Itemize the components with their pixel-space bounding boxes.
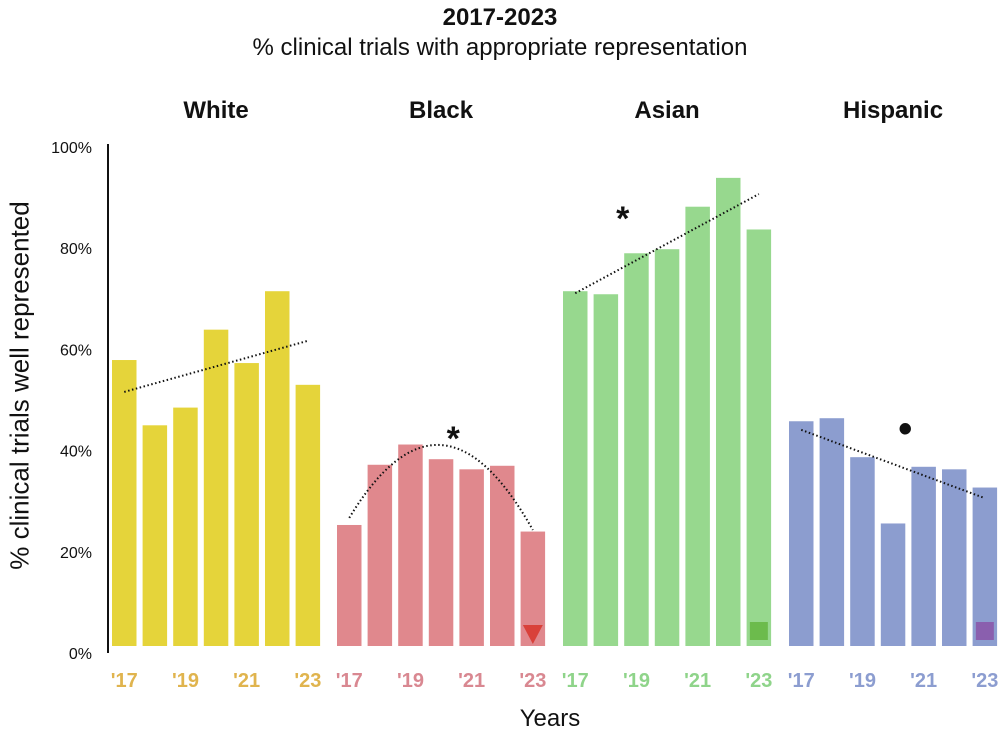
y-tick-label: 20% [60,545,92,562]
y-tick-label: 0% [69,646,92,663]
bar-hispanic-2022 [942,469,967,646]
group-label-asian: Asian [634,97,699,124]
x-tick-label: '23 [519,670,546,692]
bar-white-2022 [265,291,290,646]
x-tick-label: '21 [910,670,937,692]
x-tick-label: '23 [294,670,321,692]
significance-marker: * [447,420,461,458]
x-tick-label: '17 [111,670,138,692]
bar-asian-2017 [563,291,588,646]
bar-hispanic-2019 [850,457,875,646]
square-icon [975,622,994,640]
x-tick-label: '21 [458,670,485,692]
bar-asian-2022 [716,177,741,646]
x-tick-label: '21 [233,670,260,692]
bar-black-2017 [337,524,362,646]
x-tick-label: '19 [172,670,199,692]
bar-hispanic-2023 [972,487,998,646]
bar-white-2018 [142,425,168,646]
x-tick-label: '23 [745,670,772,692]
x-tick-label: '19 [623,670,650,692]
group-label-black: Black [409,97,474,124]
group-label-white: White [183,97,248,124]
square-icon [749,622,768,640]
significance-marker: • [898,407,912,451]
bar-white-2017 [112,360,137,646]
chart-title: 2017-2023 [442,4,558,31]
y-tick-label: 100% [51,140,92,157]
bar-hispanic-2021 [911,466,936,646]
y-tick-label: 40% [60,444,92,461]
bar-black-2021 [459,469,484,646]
bar-asian-2019 [624,253,649,646]
x-tick-label: '17 [788,670,815,692]
chart-subtitle: % clinical trials with appropriate repre… [252,34,748,61]
x-tick-label: '19 [397,670,424,692]
bar-hispanic-2017 [789,421,814,646]
x-tick-label: '21 [684,670,711,692]
significance-marker: * [616,200,630,238]
bar-hispanic-2018 [819,418,845,646]
trend-line-asian [574,193,760,295]
bar-black-2019 [398,444,423,646]
bar-black-2020 [428,459,454,646]
bar-white-2019 [173,407,198,646]
x-tick-label: '17 [336,670,363,692]
bar-black-2018 [367,464,393,646]
trend-line-hispanic [800,428,986,500]
bar-asian-2018 [593,294,619,646]
y-tick-label: 60% [60,342,92,359]
x-tick-label: '23 [971,670,998,692]
bar-black-2022 [490,465,515,646]
bar-hispanic-2020 [880,523,906,646]
bar-asian-2020 [654,249,680,646]
x-axis-label: Years [519,705,581,732]
group-label-hispanic: Hispanic [843,97,943,124]
bar-white-2021 [234,363,259,646]
bar-white-2020 [203,329,229,646]
bar-asian-2021 [685,206,710,646]
triangle-down-icon [522,625,543,644]
x-tick-label: '19 [849,670,876,692]
bar-asian-2023 [746,229,772,646]
x-tick-label: '17 [562,670,589,692]
bar-white-2023 [295,384,321,646]
trend-curve-black [348,444,534,531]
y-tick-label: 80% [60,241,92,258]
